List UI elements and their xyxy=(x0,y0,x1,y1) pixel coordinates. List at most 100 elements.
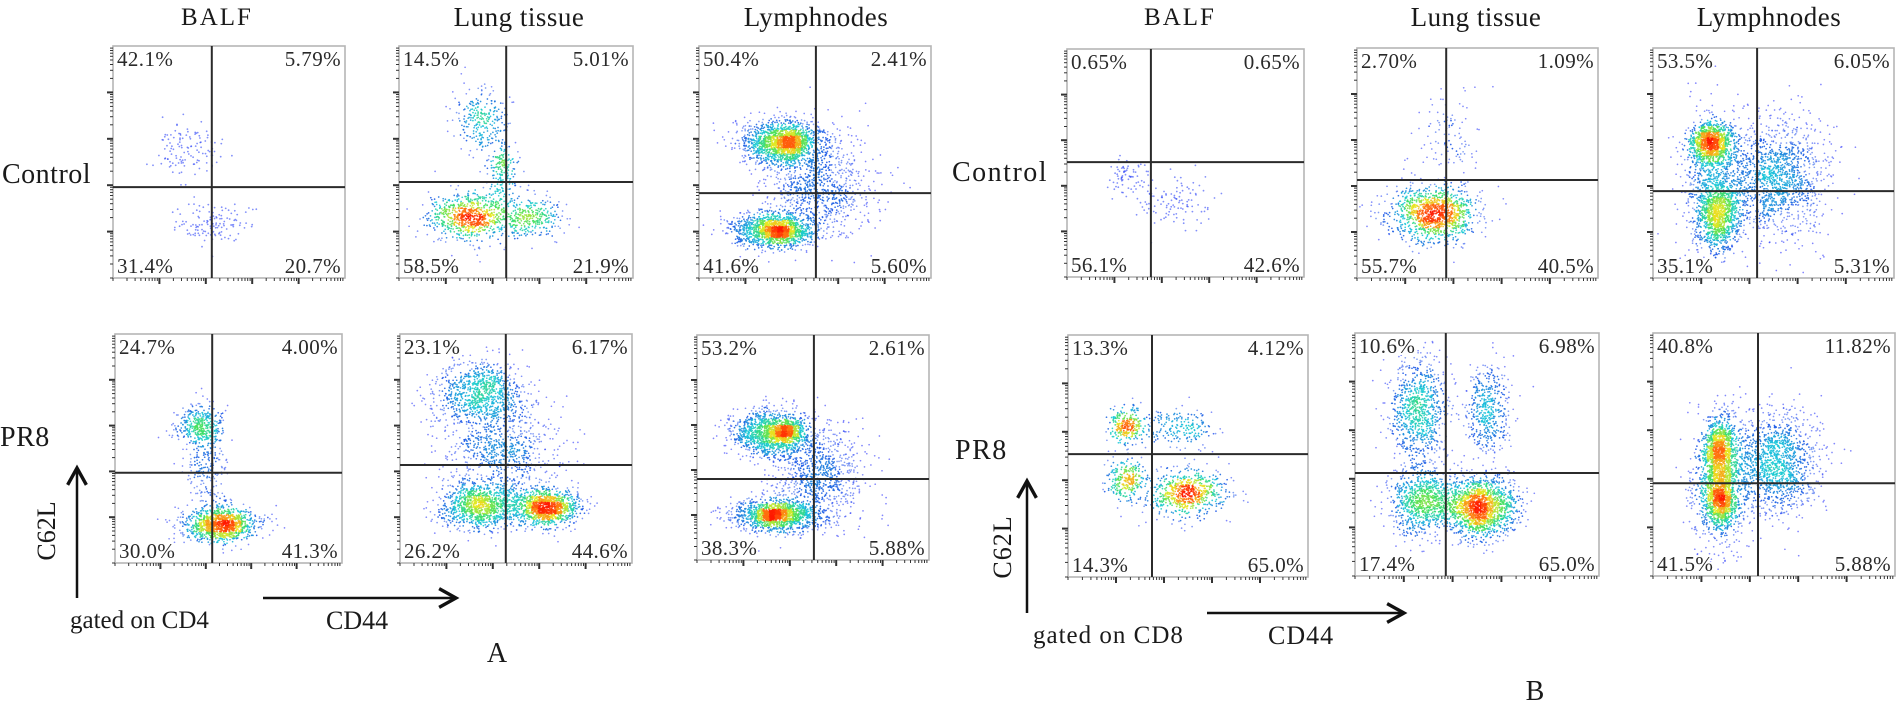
event-dot xyxy=(488,138,490,141)
event-dot xyxy=(801,135,804,138)
event-dot xyxy=(470,226,472,229)
event-dot xyxy=(738,230,740,233)
event-dot xyxy=(161,116,164,119)
event-dot xyxy=(437,196,440,198)
event-dot xyxy=(439,239,442,242)
event-dot xyxy=(472,130,475,132)
event-dot xyxy=(475,103,478,105)
event-dot xyxy=(812,123,815,126)
event-dot xyxy=(743,243,746,245)
event-dot xyxy=(765,143,767,146)
event-dot xyxy=(473,192,475,195)
event-dot xyxy=(498,199,501,202)
event-dot xyxy=(449,223,451,226)
event-dot xyxy=(804,142,806,144)
quadrant-label-lower-left: 31.4% xyxy=(117,254,173,278)
event-dot xyxy=(503,123,506,126)
event-dot xyxy=(146,163,148,166)
event-dot xyxy=(473,234,476,237)
event-dot xyxy=(794,211,797,214)
event-dot xyxy=(513,173,516,175)
event-dot xyxy=(205,234,208,237)
event-dot xyxy=(765,216,767,219)
event-dot xyxy=(489,123,492,126)
event-dot xyxy=(753,226,756,229)
event-dot xyxy=(535,202,538,205)
event-dot xyxy=(463,240,466,243)
event-dot xyxy=(762,224,765,226)
event-dot xyxy=(763,166,766,169)
quadrant-label-lower-left: 58.5% xyxy=(403,254,459,278)
event-dot xyxy=(527,222,529,225)
event-dot xyxy=(472,119,474,122)
event-dot xyxy=(797,136,799,138)
quadrant-label-upper-right: 5.01% xyxy=(573,47,629,71)
event-dot xyxy=(415,236,417,238)
event-dot xyxy=(743,142,746,145)
event-dot xyxy=(232,223,235,226)
event-dot xyxy=(447,213,450,215)
event-dot xyxy=(787,122,790,124)
event-dot xyxy=(780,122,783,124)
event-dot xyxy=(778,216,780,219)
event-dot xyxy=(497,207,500,210)
event-dot xyxy=(500,153,503,156)
event-dot xyxy=(792,244,795,246)
event-dot xyxy=(792,139,795,141)
event-dot xyxy=(213,233,216,236)
event-dot xyxy=(476,200,479,202)
event-dot xyxy=(419,218,421,220)
event-dot xyxy=(716,142,719,144)
event-dot xyxy=(488,193,491,195)
event-dot xyxy=(748,145,751,147)
gating-label-a: gated on CD4 xyxy=(70,607,209,635)
event-dot xyxy=(818,138,820,141)
event-dot xyxy=(768,119,771,122)
event-dot xyxy=(468,116,470,119)
event-dot xyxy=(783,251,786,253)
event-dot xyxy=(748,214,751,217)
event-dot xyxy=(173,226,176,229)
event-dot xyxy=(773,127,776,130)
event-dot xyxy=(796,154,799,156)
event-dot xyxy=(180,171,183,174)
event-dot xyxy=(770,126,772,129)
event-dot xyxy=(790,246,793,248)
event-dot xyxy=(194,234,197,237)
event-dot xyxy=(488,135,491,137)
event-dot xyxy=(744,147,747,150)
event-dot xyxy=(453,194,456,197)
event-dot xyxy=(747,130,749,132)
event-dot xyxy=(468,113,470,116)
event-dot xyxy=(793,216,795,219)
event-dot xyxy=(787,152,789,154)
event-dot xyxy=(808,124,810,126)
event-dot xyxy=(795,236,797,238)
event-dot xyxy=(803,150,806,153)
event-dot xyxy=(772,211,775,213)
event-dot xyxy=(488,237,491,239)
event-dot xyxy=(765,131,768,133)
event-dot xyxy=(207,232,210,235)
event-dot xyxy=(772,128,775,131)
event-dot xyxy=(563,232,566,234)
event-dot xyxy=(486,136,489,139)
event-dot xyxy=(490,208,493,211)
event-dot xyxy=(458,209,460,212)
event-dot xyxy=(483,122,486,124)
event-dot xyxy=(486,204,489,206)
event-dot xyxy=(445,213,448,216)
event-dot xyxy=(457,184,460,187)
event-dot xyxy=(772,242,775,245)
event-dot xyxy=(795,138,798,140)
event-dot xyxy=(736,139,739,142)
event-dot xyxy=(429,196,432,199)
event-dot xyxy=(471,204,474,207)
event-dot xyxy=(733,147,736,149)
event-dot xyxy=(460,207,463,209)
event-dot xyxy=(755,150,757,152)
event-dot xyxy=(493,150,496,153)
event-dot xyxy=(782,221,785,224)
event-dot xyxy=(495,135,497,138)
event-dot xyxy=(761,249,764,252)
